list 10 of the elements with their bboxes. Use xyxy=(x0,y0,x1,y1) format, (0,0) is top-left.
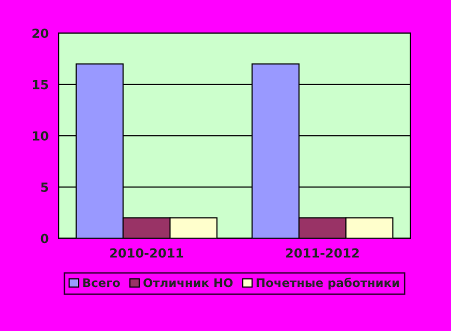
x-tick-label: 2010-2011 xyxy=(110,248,184,258)
y-tick-label: 0 xyxy=(40,234,48,244)
y-tick-label: 15 xyxy=(32,80,48,90)
legend-label: Почетные работники xyxy=(256,278,399,290)
legend-label: Всего xyxy=(83,278,120,288)
legend-label: Отличник НО xyxy=(143,278,233,288)
y-tick-label: 10 xyxy=(32,131,48,141)
x-tick-label: 2011-2012 xyxy=(286,248,359,258)
y-tick-label: 5 xyxy=(41,182,48,192)
y-tick-label: 20 xyxy=(32,28,48,38)
